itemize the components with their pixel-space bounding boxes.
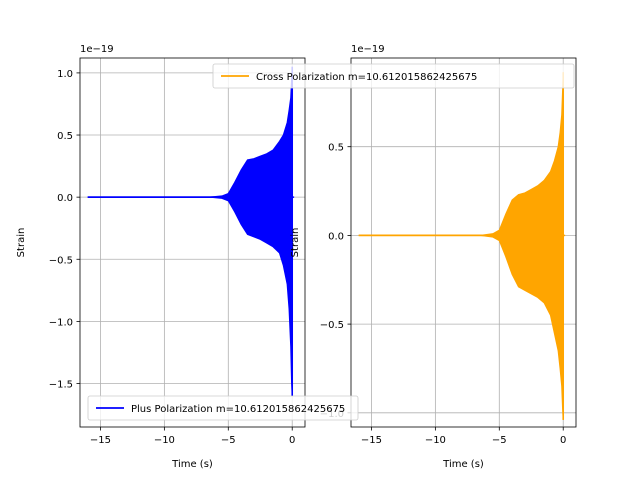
y-tick-label: −1.5 xyxy=(49,380,73,391)
y-tick-label: −0.5 xyxy=(49,255,73,266)
y-axis-label: Strain xyxy=(16,228,27,258)
y-tick-label: 0.0 xyxy=(57,193,73,204)
legend-2: Cross Polarization m=10.612015862425675 xyxy=(212,63,575,89)
x-axis-label: Time (s) xyxy=(442,459,484,470)
x-tick-label: 0 xyxy=(289,435,295,446)
waveform-envelope xyxy=(358,72,564,420)
y-tick-label: 0.5 xyxy=(57,131,73,142)
x-tick-label: 0 xyxy=(560,435,566,446)
y-offset-label: 1e−19 xyxy=(351,44,385,55)
axes-frame xyxy=(350,57,577,428)
legend-box xyxy=(212,63,575,89)
x-tick-label: −5 xyxy=(221,435,236,446)
y-tick-label: 0.5 xyxy=(328,143,344,154)
x-tick-label: −5 xyxy=(492,435,507,446)
y-tick-label: 1.0 xyxy=(57,69,73,80)
legend-box xyxy=(87,395,359,421)
legend-1: Plus Polarization m=10.612015862425675 xyxy=(87,395,359,421)
x-axis-label: Time (s) xyxy=(171,459,213,470)
y-tick-label: −0.5 xyxy=(320,320,344,331)
x-tick-label: −15 xyxy=(361,435,382,446)
waveform-envelope xyxy=(87,66,293,396)
legend-label: Cross Polarization m=10.612015862425675 xyxy=(256,72,477,83)
x-tick-label: −10 xyxy=(154,435,175,446)
waveform-series xyxy=(87,66,295,396)
x-tick-label: −10 xyxy=(425,435,446,446)
legend-label: Plus Polarization m=10.612015862425675 xyxy=(131,404,345,415)
y-axis-label: Strain xyxy=(290,228,301,258)
y-tick-label: −1.0 xyxy=(49,317,73,328)
y-tick-label: 0.0 xyxy=(328,231,344,242)
x-tick-label: −15 xyxy=(90,435,111,446)
subplot-1: −15 −10 −5 0 1.0 0.5 0.0 −0.5 −1.0 −1.5 1e−19 Time … xyxy=(16,44,306,470)
y-offset-label: 1e−19 xyxy=(80,44,114,55)
waveform-series xyxy=(358,72,566,420)
axes-frame xyxy=(79,57,306,428)
